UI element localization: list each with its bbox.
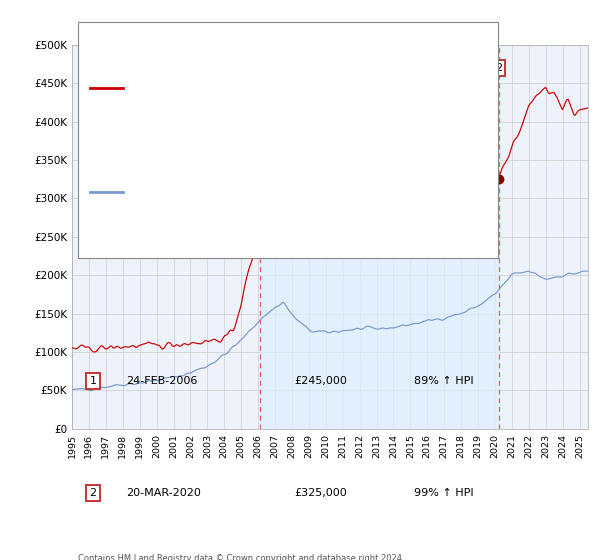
Text: 2: 2	[495, 63, 502, 73]
Text: 2: 2	[89, 488, 97, 498]
Text: 34, BEAR STREET, BURNLEY, BB12 6NQ: 34, BEAR STREET, BURNLEY, BB12 6NQ	[171, 25, 489, 40]
Text: £325,000: £325,000	[294, 488, 347, 498]
Text: £245,000: £245,000	[294, 376, 347, 386]
Text: Contains HM Land Registry data © Crown copyright and database right 2024.
This d: Contains HM Land Registry data © Crown c…	[78, 554, 404, 560]
Text: 20-MAR-2020: 20-MAR-2020	[126, 488, 201, 498]
Text: Price paid vs. HM Land Registry's House Price Index (HPI): Price paid vs. HM Land Registry's House …	[161, 38, 499, 51]
Text: 1: 1	[89, 376, 97, 386]
Text: 24-FEB-2006: 24-FEB-2006	[126, 376, 197, 386]
Text: 34, BEAR STREET, BURNLEY, BB12 6NQ (detached house): 34, BEAR STREET, BURNLEY, BB12 6NQ (deta…	[129, 83, 445, 94]
Bar	[260, 45, 499, 429]
Text: HPI: Average price, detached house, Burnley: HPI: Average price, detached house, Burn…	[129, 186, 373, 197]
Text: 89% ↑ HPI: 89% ↑ HPI	[414, 376, 473, 386]
Text: 1: 1	[257, 63, 263, 73]
Text: 99% ↑ HPI: 99% ↑ HPI	[414, 488, 473, 498]
